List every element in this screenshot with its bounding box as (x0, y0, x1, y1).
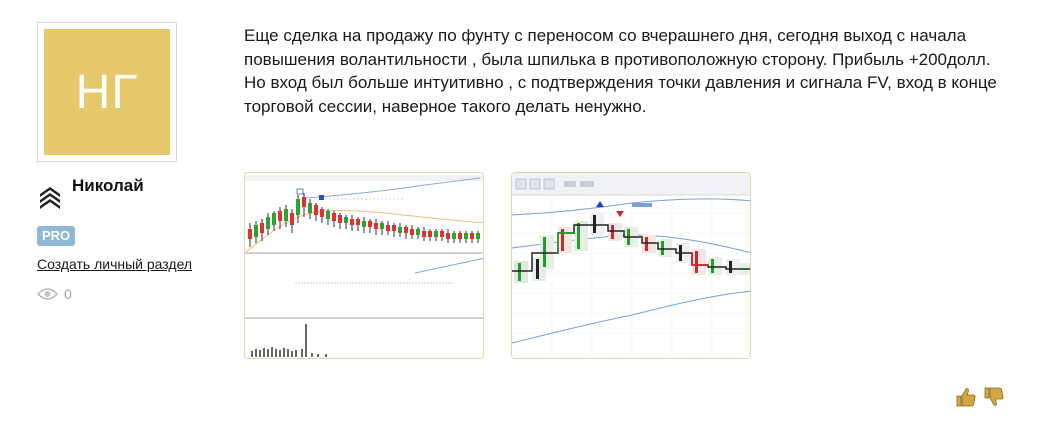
create-section-link[interactable]: Создать личный раздел (37, 256, 193, 272)
post-text: Еще сделка на продажу по фунту с перенос… (244, 26, 997, 116)
author-name[interactable]: Николай (72, 176, 144, 195)
thumb-up-icon[interactable] (955, 386, 977, 408)
views-count: 0 (64, 286, 72, 302)
avatar-initials: НГ (75, 65, 139, 119)
author-avatar-frame[interactable]: НГ (37, 22, 177, 162)
eye-icon (37, 288, 58, 300)
rank-chevrons-icon (40, 187, 60, 209)
chart-thumbnail-icon (512, 173, 750, 358)
pro-badge: PRO (37, 226, 76, 246)
avatar: НГ (44, 29, 170, 155)
views-counter: 0 (37, 286, 72, 302)
thumb-down-icon[interactable] (983, 386, 1005, 408)
attachment-chart-2[interactable] (511, 172, 751, 359)
attachment-chart-1[interactable] (244, 172, 484, 359)
chart-thumbnail-icon (245, 173, 483, 358)
